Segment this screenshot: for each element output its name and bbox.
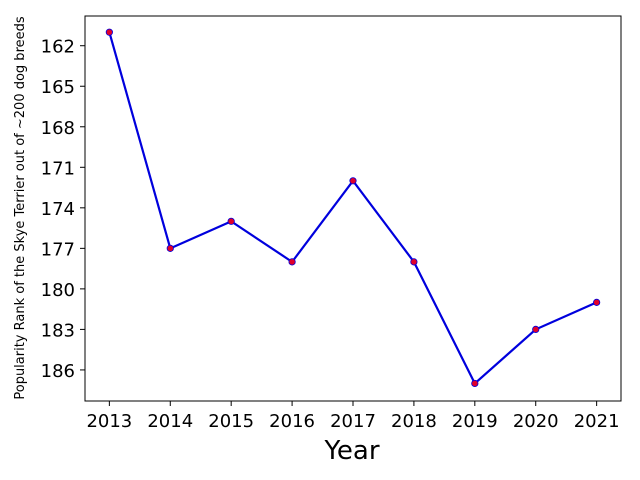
data-point xyxy=(532,325,540,334)
data-point xyxy=(471,379,479,388)
y-tick-label: 186 xyxy=(41,361,75,382)
y-tick-label: 174 xyxy=(41,199,75,220)
data-point xyxy=(166,244,174,252)
data-point xyxy=(105,28,113,36)
y-tick-label: 162 xyxy=(41,37,75,58)
x-tick-label: 2020 xyxy=(513,411,559,432)
data-point xyxy=(593,298,601,306)
y-tick-label: 180 xyxy=(41,280,75,301)
x-tick-label: 2018 xyxy=(391,411,437,432)
x-tick-label: 2017 xyxy=(330,411,376,432)
data-point xyxy=(410,258,418,266)
x-tick-label: 2016 xyxy=(269,411,315,432)
y-tick-label: 183 xyxy=(41,320,75,341)
y-tick-label: 171 xyxy=(41,158,75,179)
x-tick-label: 2015 xyxy=(208,411,254,432)
x-tick-label: 2014 xyxy=(147,411,193,432)
y-tick-label: 177 xyxy=(41,239,75,260)
data-point xyxy=(349,177,357,185)
x-axis-label: Year xyxy=(323,436,379,466)
data-point xyxy=(227,217,235,225)
x-tick-label: 2021 xyxy=(574,411,620,432)
y-tick-label: 168 xyxy=(41,118,75,139)
x-tick-label: 2013 xyxy=(86,411,132,432)
data-point xyxy=(288,258,296,266)
y-tick-label: 165 xyxy=(41,77,75,98)
plot-frame xyxy=(84,15,622,402)
data-line xyxy=(108,31,598,386)
x-tick-label: 2019 xyxy=(452,411,498,432)
y-axis-label: Popularity Rank of the Skye Terrier out … xyxy=(13,16,28,400)
